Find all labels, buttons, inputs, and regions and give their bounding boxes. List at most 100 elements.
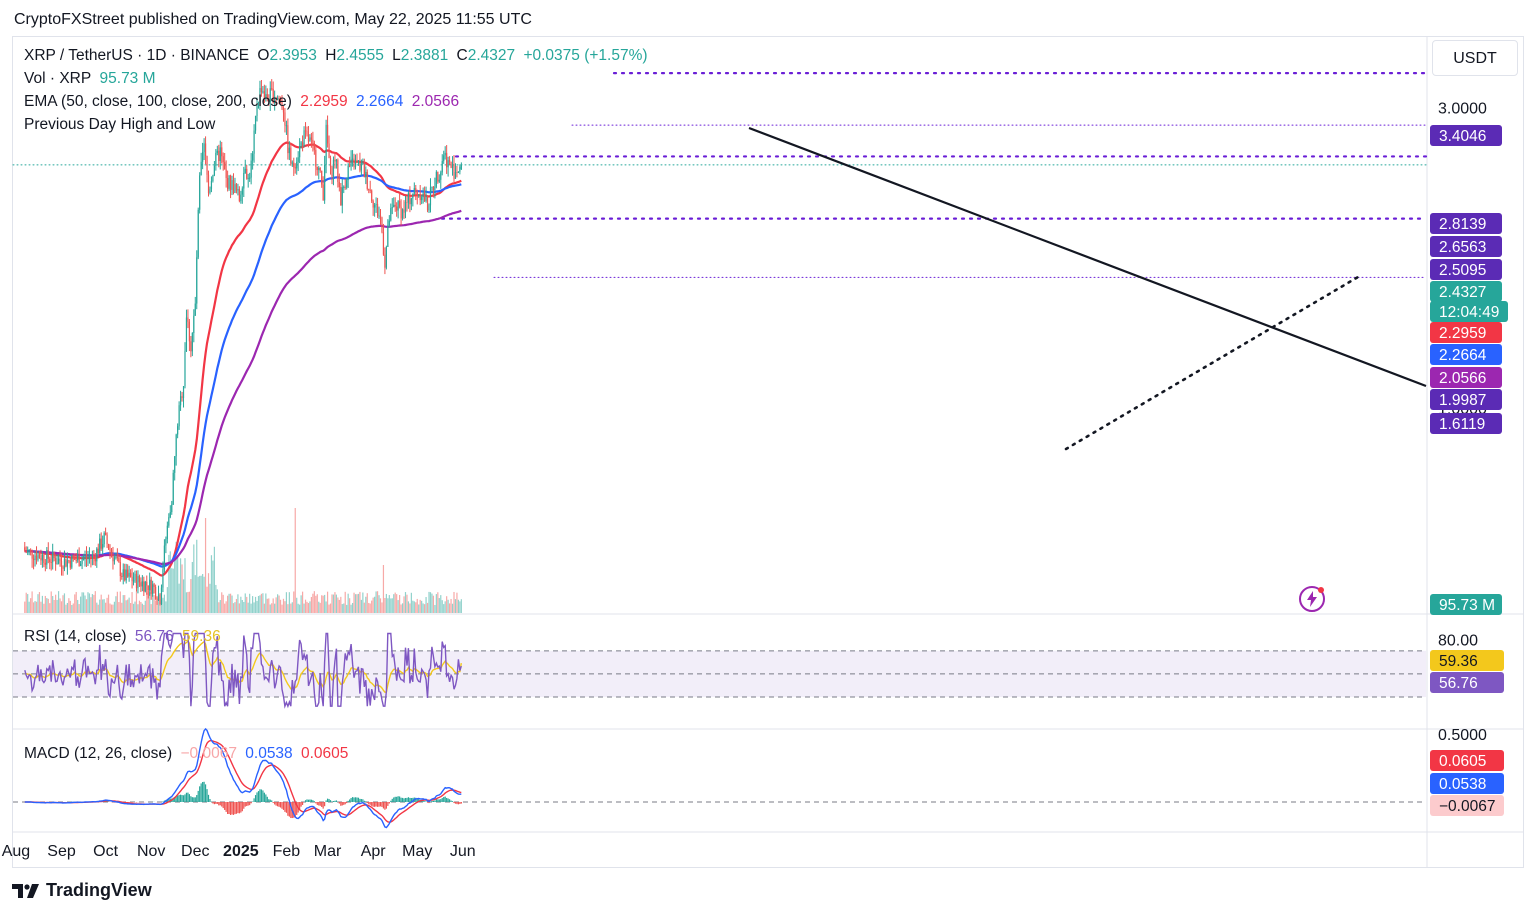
macd-hist-bar (357, 797, 360, 802)
rsi-label[interactable]: RSI (14, close) (24, 628, 127, 645)
symbol-name[interactable]: XRP / TetherUS · 1D · BINANCE (24, 47, 250, 64)
ema-label[interactable]: EMA (50, close, 100, close, 200, close) (24, 93, 292, 110)
volume-bar (349, 598, 351, 613)
volume-bar (265, 593, 267, 613)
price-tag-label: 2.0566 (1439, 370, 1486, 387)
volume-bar (149, 592, 151, 613)
candle-body (34, 555, 36, 561)
volume-bar (218, 602, 220, 613)
candle-body (147, 585, 149, 591)
volume-bar (146, 592, 148, 613)
candle-body (116, 557, 118, 559)
macd-hist-bar (246, 802, 248, 807)
macd-hist-bar (207, 794, 210, 802)
candle-body (206, 156, 208, 175)
candle-body (128, 572, 130, 577)
macd-hist-bar (272, 802, 274, 803)
candle-body (134, 573, 136, 581)
volume-bar (307, 603, 310, 613)
candle-body (240, 194, 242, 202)
volume-bar (125, 600, 127, 613)
candle-body (313, 142, 315, 150)
macd-hist-bar (193, 797, 195, 802)
volume-bar (347, 593, 349, 613)
rsi-ma-value: 59.36 (181, 628, 221, 645)
candle-body (179, 396, 182, 406)
volume-bar (185, 592, 188, 613)
volume-bar (285, 592, 288, 613)
volume-bar (87, 592, 89, 613)
volume-bar (241, 600, 243, 613)
volume-bar (254, 596, 257, 613)
macd-hist-bar (381, 802, 383, 807)
volume-bar (334, 592, 336, 613)
volume-bar (93, 594, 95, 613)
candle-body (94, 556, 96, 562)
candle-body (369, 189, 371, 191)
currency-button[interactable]: USDT (1432, 40, 1518, 76)
macd-hist-bar (329, 800, 332, 802)
price-tag-label: 12:04:49 (1439, 304, 1499, 321)
candle-body (125, 569, 127, 581)
volume-bar (85, 599, 88, 613)
volume-bar (448, 603, 451, 613)
candle-body (393, 204, 395, 208)
macd-hist-bar (227, 802, 229, 814)
lightning-alert-icon[interactable] (1298, 585, 1326, 613)
candle-body (282, 108, 285, 113)
volume-bar (459, 601, 461, 613)
volume-bar (331, 594, 333, 613)
volume-bar (431, 593, 433, 613)
macd-hist-bar (435, 799, 437, 802)
volume-bar (394, 592, 396, 613)
volume-bar (257, 596, 260, 613)
macd-hist-bar (366, 802, 368, 804)
tradingview-brand[interactable]: TradingView (12, 880, 152, 901)
pdhl-label[interactable]: Previous Day High and Low (24, 116, 216, 133)
macd-hist-bar (399, 796, 401, 802)
volume-bar (28, 601, 30, 613)
candle-body (357, 161, 360, 163)
volume-bar (187, 592, 189, 613)
macd-hist-bar (232, 802, 235, 815)
volume-bar (341, 604, 343, 613)
macd-hist-bar (338, 802, 340, 804)
macd-legend: MACD (12, 26, close) −0.0067 0.0538 0.06… (24, 745, 352, 763)
candle-body (250, 160, 252, 178)
macd-hist-bar (300, 802, 302, 807)
candle-body (163, 545, 166, 570)
candle-body (213, 165, 215, 176)
volume-bar (102, 599, 104, 613)
candle-body (278, 98, 280, 100)
macd-hist-bar (369, 802, 371, 805)
macd-hist-bar (434, 800, 436, 802)
volume-bar (227, 595, 229, 613)
macd-hist-bar (312, 800, 314, 802)
x-tick-label: 2025 (223, 843, 259, 860)
volume-bar (350, 604, 352, 613)
candle-body (316, 166, 318, 171)
volume-bar (419, 599, 421, 613)
volume-bar (310, 596, 313, 613)
candle-body (49, 558, 51, 563)
macd-hist-bar (306, 799, 308, 802)
candle-body (388, 220, 390, 226)
candle-body (253, 130, 255, 154)
ema50-line (24, 141, 462, 577)
volume-bar (38, 592, 41, 613)
candle-body (175, 434, 177, 457)
macd-hist-bar (394, 796, 396, 802)
macd-hist-bar (178, 794, 180, 802)
volume-label[interactable]: Vol · XRP (24, 70, 92, 87)
macd-hist-bar (265, 794, 267, 802)
rsi-line (24, 632, 462, 709)
candle-body (40, 558, 42, 561)
candle-body (271, 88, 273, 90)
candle-body (160, 587, 163, 605)
volume-bar (313, 591, 315, 613)
volume-bar (128, 597, 130, 613)
candle-body (322, 184, 324, 201)
macd-label[interactable]: MACD (12, 26, close) (24, 745, 173, 762)
candle-body (259, 88, 261, 103)
